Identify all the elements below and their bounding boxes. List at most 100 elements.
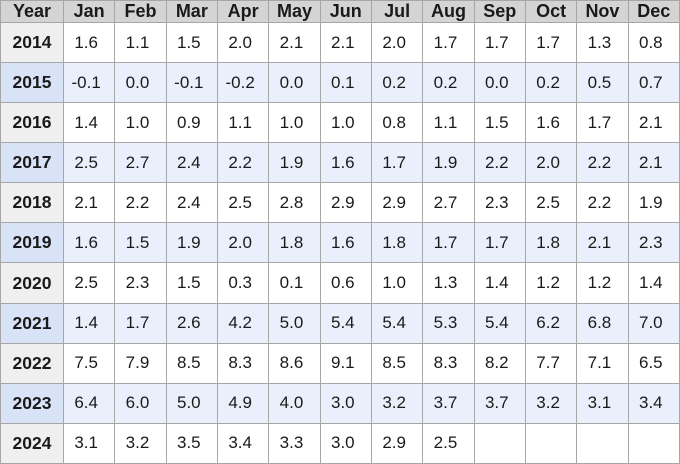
value-cell: 3.0	[319, 382, 372, 424]
value-cell: 2.3	[627, 222, 680, 264]
value-cell: 2.7	[114, 142, 167, 184]
value-cell: 2.3	[114, 262, 167, 304]
value-cell: 4.9	[216, 382, 270, 424]
value-cell: 5.0	[165, 382, 218, 424]
value-cell: 2.0	[216, 222, 270, 264]
value-cell: 1.1	[422, 102, 475, 144]
value-cell: 6.8	[576, 302, 629, 344]
value-cell: 2.1	[62, 182, 116, 224]
value-cell	[627, 422, 680, 464]
value-cell: 4.2	[216, 302, 270, 344]
table-row-2018: 2018 2.1 2.2 2.4 2.5 2.8 2.9 2.9 2.7 2.3 2.5 2.2 1.9	[0, 182, 680, 224]
value-cell: 8.6	[268, 342, 321, 384]
table-row-2017: 2017 2.5 2.7 2.4 2.2 1.9 1.6 1.7 1.9 2.2 2.0 2.2 2.1	[0, 142, 680, 184]
value-cell: 2.1	[627, 102, 680, 144]
column-header-apr: Apr	[216, 0, 270, 23]
year-cell-2020: 2020	[0, 262, 64, 304]
value-cell: 2.0	[216, 21, 270, 64]
value-cell: 1.5	[165, 21, 218, 64]
column-header-year: Year	[0, 0, 64, 23]
value-cell: 7.9	[114, 342, 167, 384]
value-cell: 5.0	[268, 302, 321, 344]
value-cell: 1.2	[524, 262, 578, 304]
value-cell: 8.3	[216, 342, 270, 384]
value-cell: 5.4	[370, 302, 424, 344]
table-row-2014: 2014 1.6 1.1 1.5 2.0 2.1 2.1 2.0 1.7 1.7 1.7 1.3 0.8	[0, 21, 680, 64]
value-cell: 2.1	[627, 142, 680, 184]
value-cell: 7.5	[62, 342, 116, 384]
value-cell: 1.4	[473, 262, 526, 304]
value-cell: 1.4	[62, 302, 116, 344]
value-cell: 0.2	[524, 62, 578, 104]
value-cell: 1.8	[370, 222, 424, 264]
value-cell: 2.2	[216, 142, 270, 184]
value-cell: 2.2	[114, 182, 167, 224]
value-cell: 8.3	[422, 342, 475, 384]
value-cell: 1.6	[319, 142, 372, 184]
value-cell: 1.4	[62, 102, 116, 144]
value-cell: 0.0	[268, 62, 321, 104]
value-cell: 1.6	[62, 222, 116, 264]
value-cell: 1.7	[422, 21, 475, 64]
value-cell: 1.5	[165, 262, 218, 304]
value-cell: 1.7	[370, 142, 424, 184]
value-cell: 1.7	[114, 302, 167, 344]
column-header-jun: Jun	[319, 0, 372, 23]
year-cell-2016: 2016	[0, 102, 64, 144]
table-row-2019: 2019 1.6 1.5 1.9 2.0 1.8 1.6 1.8 1.7 1.7 1.8 2.1 2.3	[0, 222, 680, 264]
value-cell: 3.4	[216, 422, 270, 464]
value-cell: 0.1	[319, 62, 372, 104]
value-cell: 2.9	[370, 422, 424, 464]
value-cell: 1.8	[268, 222, 321, 264]
value-cell: 0.8	[370, 102, 424, 144]
column-header-aug: Aug	[422, 0, 475, 23]
table-body: 2014 1.6 1.1 1.5 2.0 2.1 2.1 2.0 1.7 1.7 1.7 1.3 0.8…	[0, 21, 680, 464]
value-cell: 1.7	[576, 102, 629, 144]
value-cell: 5.4	[473, 302, 526, 344]
table-row-2023: 2023 6.4 6.0 5.0 4.9 4.0 3.0 3.2 3.7 3.7 3.2 3.1 3.4	[0, 382, 680, 424]
value-cell: 3.7	[473, 382, 526, 424]
value-cell: 7.1	[576, 342, 629, 384]
value-cell: 2.9	[319, 182, 372, 224]
year-cell-2014: 2014	[0, 21, 64, 64]
value-cell: 1.9	[422, 142, 475, 184]
value-cell: 3.5	[165, 422, 218, 464]
value-cell: 1.7	[473, 21, 526, 64]
value-cell: 1.6	[524, 102, 578, 144]
column-header-oct: Oct	[524, 0, 578, 23]
value-cell: 1.1	[216, 102, 270, 144]
value-cell: 2.2	[576, 182, 629, 224]
value-cell: 1.4	[627, 262, 680, 304]
value-cell: 2.5	[62, 142, 116, 184]
value-cell: 3.1	[62, 422, 116, 464]
value-cell: 1.2	[576, 262, 629, 304]
value-cell: 6.2	[524, 302, 578, 344]
value-cell: 1.7	[422, 222, 475, 264]
value-cell: 2.3	[473, 182, 526, 224]
year-cell-2021: 2021	[0, 302, 64, 344]
value-cell: 2.6	[165, 302, 218, 344]
table-row-2021: 2021 1.4 1.7 2.6 4.2 5.0 5.4 5.4 5.3 5.4 6.2 6.8 7.0	[0, 302, 680, 344]
value-cell: 3.4	[627, 382, 680, 424]
value-cell: 0.0	[114, 62, 167, 104]
value-cell: 5.3	[422, 302, 475, 344]
value-cell: 0.7	[627, 62, 680, 104]
value-cell: 3.3	[268, 422, 321, 464]
value-cell: 3.2	[524, 382, 578, 424]
value-cell: 1.7	[524, 21, 578, 64]
column-header-mar: Mar	[165, 0, 218, 23]
year-cell-2022: 2022	[0, 342, 64, 384]
column-header-jul: Jul	[370, 0, 424, 23]
value-cell: 1.5	[473, 102, 526, 144]
year-cell-2019: 2019	[0, 222, 64, 264]
table-row-2022: 2022 7.5 7.9 8.5 8.3 8.6 9.1 8.5 8.3 8.2 7.7 7.1 6.5	[0, 342, 680, 384]
value-cell: 7.7	[524, 342, 578, 384]
value-cell: 2.5	[524, 182, 578, 224]
value-cell: 0.0	[473, 62, 526, 104]
value-cell: 2.1	[268, 21, 321, 64]
value-cell: 0.2	[422, 62, 475, 104]
value-cell: -0.1	[165, 62, 218, 104]
value-cell: 2.0	[370, 21, 424, 64]
value-cell: 8.2	[473, 342, 526, 384]
